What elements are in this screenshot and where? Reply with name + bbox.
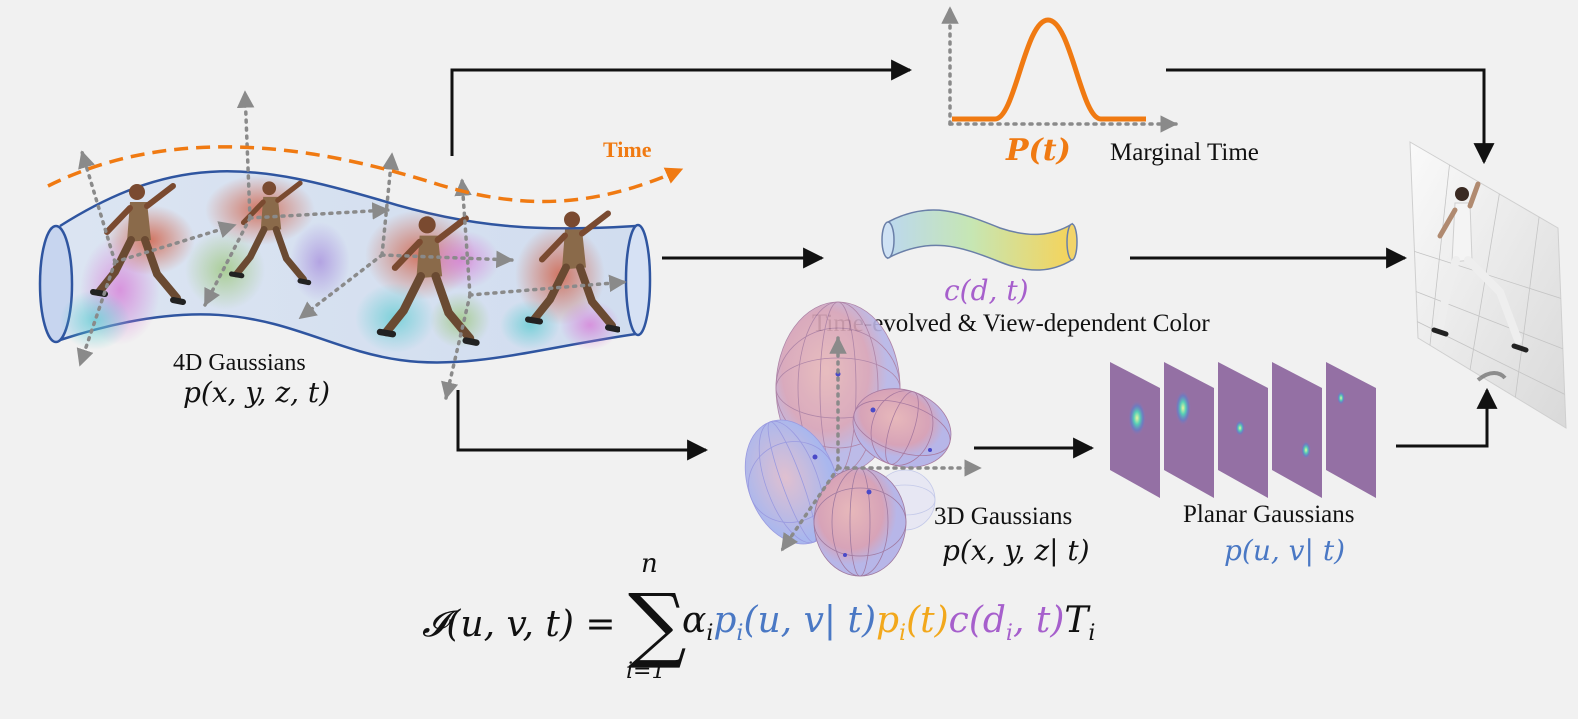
gaussians-3d-ellipsoids: 3D Gaussians p(x, y, z| t) xyxy=(744,301,1090,577)
time-p: p xyxy=(876,600,899,641)
sum-lower-limit: i=1 xyxy=(626,659,665,684)
marginal-time-plot: P(t) Marginal Time xyxy=(941,6,1259,168)
gaussians-4d-formula: p(x, y, z, t) xyxy=(183,376,330,409)
alpha-subscript: i xyxy=(706,621,713,646)
planar-slice xyxy=(1164,362,1214,498)
planar-slice xyxy=(1272,362,1322,498)
marginal-title: Marginal Time xyxy=(1110,139,1259,166)
rendering-equation: 𝓘(u, v, t) = ∑ n i=1 αipi(u, v| t)pi(t)c… xyxy=(422,549,1095,684)
time-label: Time xyxy=(603,137,652,162)
gaussians-3d-title: 3D Gaussians xyxy=(934,503,1072,530)
color-formula: c(d, t) xyxy=(944,274,1029,307)
transmittance-term: T xyxy=(1064,600,1091,641)
spatial-p-subscript: i xyxy=(736,621,743,646)
planar-slice xyxy=(1218,362,1268,498)
planar-gaussians: Planar Gaussians p(u, v| t) xyxy=(1110,362,1376,567)
sum-upper-limit: n xyxy=(641,549,658,579)
spatial-p-args: (u, v| t) xyxy=(743,600,876,641)
rendered-image-plane-icon xyxy=(1409,141,1567,429)
planar-slice xyxy=(1110,362,1160,498)
summation-sign: ∑ xyxy=(628,577,687,672)
planar-slice xyxy=(1326,362,1376,498)
spatial-p: p xyxy=(713,600,736,641)
color-term-subscript: i xyxy=(1006,621,1013,646)
equation-lhs: 𝓘(u, v, t) = xyxy=(422,604,616,645)
flow-arrows xyxy=(450,59,1498,461)
gaussians-3d-formula: p(x, y, z| t) xyxy=(942,534,1090,567)
color-term-tail: , t) xyxy=(1013,600,1064,641)
tube-4d: Time xyxy=(38,90,684,400)
time-p-subscript: i xyxy=(899,621,906,646)
time-curve xyxy=(47,145,684,204)
transmittance-subscript: i xyxy=(1088,621,1095,646)
gaussian-curve xyxy=(952,17,1146,122)
planar-title: Planar Gaussians xyxy=(1183,501,1355,528)
planar-formula: p(u, v| t) xyxy=(1224,534,1345,567)
gaussians-4d-title: 4D Gaussians xyxy=(173,350,306,376)
color-term-head: c(d xyxy=(949,600,1006,641)
time-p-args: (t) xyxy=(906,600,949,641)
alpha-term: α xyxy=(682,600,706,641)
svg-text:αipi(u, v| t)pi(t)c(di, t)Ti: αipi(u, v| t)pi(t)c(di, t)Ti xyxy=(682,600,1095,646)
marginal-formula: P(t) xyxy=(1005,133,1071,168)
